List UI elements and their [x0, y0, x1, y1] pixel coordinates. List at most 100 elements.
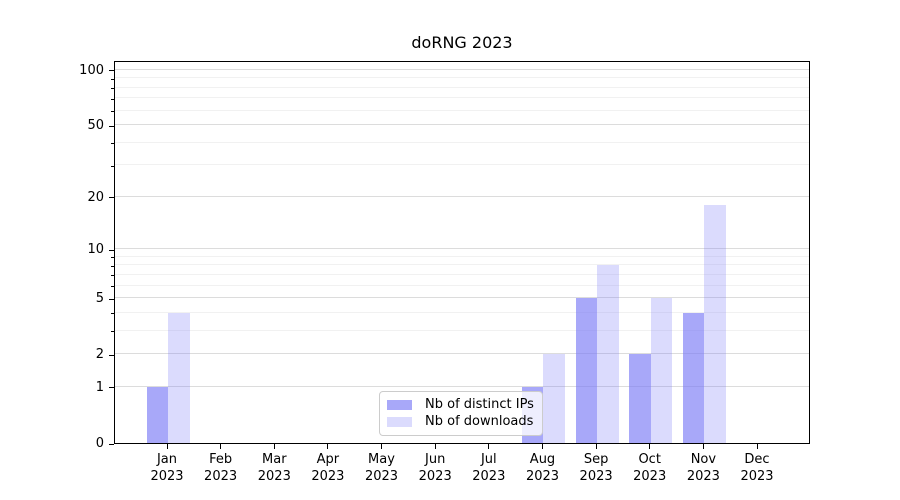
x-axis-tick — [649, 444, 651, 449]
month-label: Jul — [480, 452, 497, 467]
x-axis-tick — [327, 444, 329, 449]
x-axis-tick — [434, 444, 436, 449]
year-label: 2023 — [740, 469, 774, 484]
x-axis-tick — [220, 444, 222, 449]
chart-title: doRNG 2023 — [411, 33, 513, 52]
x-axis-tick — [381, 444, 382, 449]
y-axis-tick — [109, 70, 114, 72]
y-axis-label: 50 — [87, 118, 104, 133]
y-axis-tick — [109, 443, 114, 445]
x-axis-tick — [595, 444, 597, 449]
bars-layer — [115, 62, 809, 443]
bar-distinct-ips-oct — [629, 354, 651, 443]
y-axis-minor-tick — [111, 275, 114, 277]
y-axis-label: 100 — [79, 62, 104, 78]
minor-gridline — [115, 109, 809, 111]
month-label: Jan — [156, 452, 178, 467]
x-axis-label: Oct 2023 — [621, 451, 679, 485]
minor-gridline — [115, 255, 809, 257]
legend-item-label: Nb of distinct IPs — [425, 397, 534, 413]
month-label: Oct — [638, 452, 661, 467]
year-label: 2023 — [525, 469, 560, 484]
legend: Nb of distinct IPs Nb of downloads — [379, 391, 543, 436]
legend-item: Nb of downloads — [387, 414, 534, 430]
y-axis-minor-tick — [111, 165, 114, 167]
y-axis-minor-tick — [111, 88, 114, 90]
x-axis-label: Jun 2023 — [406, 451, 464, 485]
x-axis-tick — [273, 444, 275, 449]
month-label: Nov — [690, 452, 717, 467]
bar-downloads-nov — [704, 204, 726, 443]
month-label: Sep — [583, 452, 609, 467]
minor-gridline — [115, 86, 809, 88]
x-axis-label: Dec 2023 — [728, 451, 786, 485]
x-axis-label: Jan 2023 — [138, 451, 196, 485]
y-axis-label: 0 — [95, 436, 104, 451]
x-axis-tick — [702, 444, 704, 449]
x-axis-label: Apr 2023 — [299, 451, 357, 485]
y-axis-minor-tick — [111, 265, 114, 267]
gridlines-layer — [115, 62, 809, 443]
y-axis-minor-tick — [111, 98, 114, 100]
minor-gridline — [115, 141, 809, 143]
year-label: 2023 — [472, 469, 506, 484]
bar-distinct-ips-sep — [575, 298, 598, 443]
y-axis-minor-tick — [111, 257, 114, 259]
month-label: Feb — [209, 452, 233, 467]
minor-gridline — [115, 329, 809, 331]
x-axis-label: Sep 2023 — [567, 451, 625, 485]
year-label: 2023 — [257, 469, 291, 484]
minor-gridline — [115, 284, 809, 286]
y-axis-minor-tick — [111, 78, 114, 80]
legend-item: Nb of distinct IPs — [387, 397, 534, 413]
bar-downloads-jan — [168, 312, 190, 443]
plot-area — [114, 61, 810, 444]
major-gridline — [115, 68, 809, 70]
x-axis-label: Mar 2023 — [245, 451, 303, 485]
bar-distinct-ips-jan — [146, 386, 168, 443]
x-axis-tick — [488, 444, 490, 449]
x-axis-label: Jul 2023 — [460, 451, 518, 485]
year-label: 2023 — [579, 469, 613, 484]
x-axis-tick — [756, 444, 758, 449]
major-gridline — [115, 124, 809, 126]
year-label: 2023 — [204, 469, 238, 484]
minor-gridline — [115, 97, 809, 99]
month-label: Mar — [262, 452, 287, 467]
x-axis-tick — [542, 444, 543, 449]
y-axis-tick — [109, 298, 114, 300]
month-label: Dec — [744, 452, 770, 467]
year-label: 2023 — [418, 469, 452, 484]
x-axis-label: Nov 2023 — [674, 451, 732, 485]
y-axis-tick — [109, 197, 114, 199]
month-label: May — [368, 452, 395, 467]
minor-gridline — [115, 77, 809, 79]
y-axis-tick — [109, 387, 114, 389]
year-label: 2023 — [150, 469, 184, 484]
major-gridline — [115, 297, 809, 299]
y-axis-tick — [109, 354, 114, 356]
y-axis-label: 20 — [87, 189, 104, 205]
y-axis-minor-tick — [111, 331, 114, 333]
month-label: Aug — [529, 452, 556, 467]
y-axis-minor-tick — [111, 313, 114, 315]
major-gridline — [115, 195, 809, 197]
major-gridline — [115, 353, 809, 355]
y-axis-minor-tick — [111, 286, 114, 288]
y-axis-tick — [109, 125, 114, 127]
minor-gridline — [115, 311, 809, 313]
x-axis-tick — [166, 444, 168, 449]
x-axis-label: Aug 2023 — [514, 451, 572, 485]
y-axis-label: 1 — [95, 379, 104, 395]
minor-gridline — [115, 164, 809, 166]
major-gridline — [115, 248, 809, 250]
y-axis-minor-tick — [111, 111, 114, 113]
bar-downloads-sep — [597, 265, 619, 443]
x-axis-label: Feb 2023 — [192, 451, 250, 485]
bar-distinct-ips-nov — [682, 312, 705, 443]
month-label: Jun — [425, 452, 446, 467]
y-axis-label: 2 — [95, 347, 104, 363]
major-gridline — [115, 385, 809, 387]
bar-downloads-oct — [650, 298, 673, 443]
